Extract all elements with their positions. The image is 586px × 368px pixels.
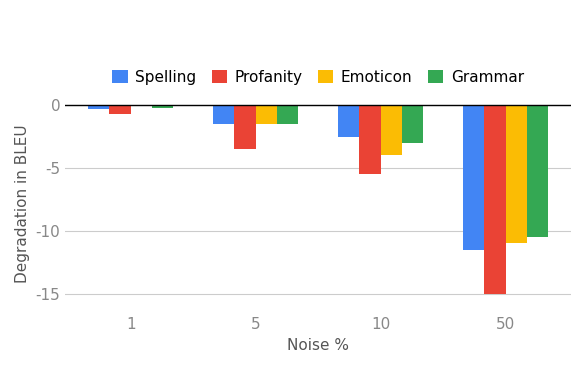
Bar	[277, 105, 298, 124]
Legend: Spelling, Profanity, Emoticon, Grammar: Spelling, Profanity, Emoticon, Grammar	[106, 64, 530, 91]
Bar	[380, 105, 402, 156]
Y-axis label: Degradation in BLEU: Degradation in BLEU	[15, 124, 30, 283]
Bar	[338, 105, 359, 137]
Bar	[527, 105, 548, 237]
X-axis label: Noise %: Noise %	[287, 338, 349, 353]
Bar	[463, 105, 484, 250]
Bar	[213, 105, 234, 124]
Bar	[234, 105, 255, 149]
Bar	[255, 105, 277, 124]
Bar	[110, 105, 131, 114]
Bar	[152, 105, 173, 108]
Bar	[359, 105, 380, 174]
Bar	[506, 105, 527, 244]
Bar	[88, 105, 110, 109]
Bar	[402, 105, 423, 143]
Bar	[484, 105, 506, 294]
Bar	[131, 105, 152, 106]
